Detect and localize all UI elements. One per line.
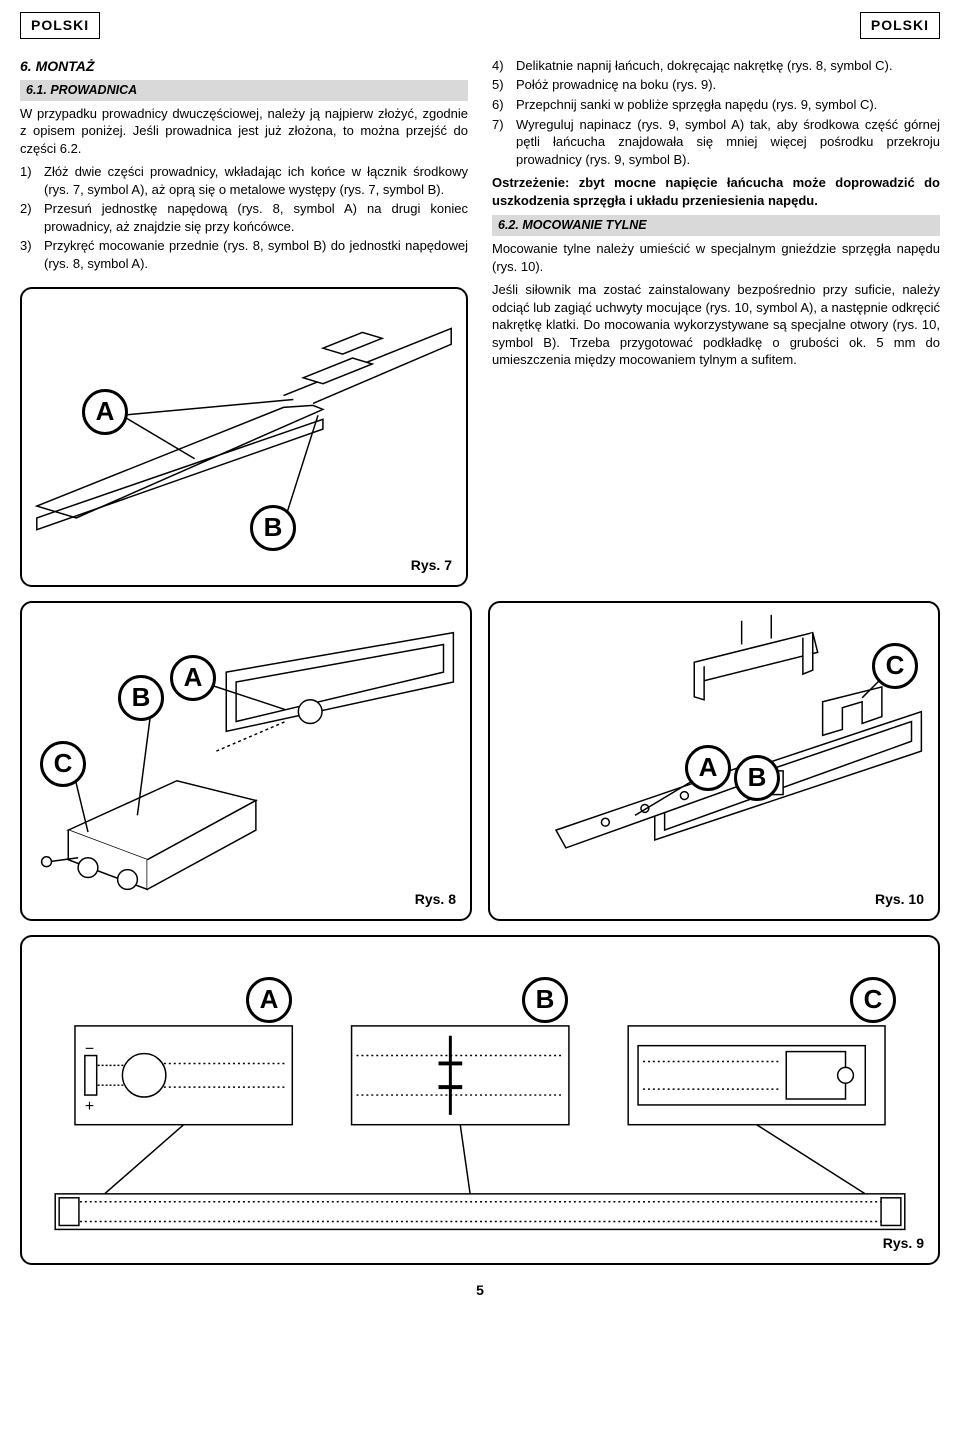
- lang-left: POLSKI: [20, 12, 100, 39]
- step-5: 5) Połóż prowadnicę na boku (rys. 9).: [492, 76, 940, 94]
- svg-text:+: +: [85, 1097, 94, 1114]
- callout-b: B: [522, 977, 568, 1023]
- step-6: 6) Przepchnij sanki w pobliże sprzęgła n…: [492, 96, 940, 114]
- figure-9: − + A B: [20, 935, 940, 1265]
- step-3: 3) Przykręć mocowanie przednie (rys. 8, …: [20, 237, 468, 272]
- callout-b: B: [734, 755, 780, 801]
- fig9-caption: Rys. 9: [883, 1234, 924, 1253]
- step-7: 7) Wyreguluj napinacz (rys. 9, symbol A)…: [492, 116, 940, 169]
- subsection-6-2: 6.2. MOCOWANIE TYLNE: [492, 215, 940, 236]
- callout-a: A: [685, 745, 731, 791]
- callout-a: A: [246, 977, 292, 1023]
- svg-text:−: −: [85, 1040, 94, 1057]
- figure-7: A B Rys. 7: [20, 287, 468, 587]
- callout-c: C: [850, 977, 896, 1023]
- sub2-p2: Jeśli siłownik ma zostać zainstalowany b…: [492, 281, 940, 369]
- right-column: 4) Delikatnie napnij łańcuch, dokręcając…: [492, 57, 940, 587]
- intro-text: W przypadku prowadnicy dwuczęściowej, na…: [20, 105, 468, 158]
- callout-c: C: [872, 643, 918, 689]
- fig8-caption: Rys. 8: [415, 890, 456, 909]
- figure-8: A B C Rys. 8: [20, 601, 472, 921]
- fig7-caption: Rys. 7: [411, 556, 452, 575]
- sub2-p1: Mocowanie tylne należy umieścić w specja…: [492, 240, 940, 275]
- lang-right: POLSKI: [860, 12, 940, 39]
- callout-c: C: [40, 741, 86, 787]
- figure-10: A B C Rys. 10: [488, 601, 940, 921]
- subsection-6-1: 6.1. PROWADNICA: [20, 80, 468, 101]
- step-4: 4) Delikatnie napnij łańcuch, dokręcając…: [492, 57, 940, 75]
- page-number: 5: [20, 1281, 940, 1300]
- fig10-caption: Rys. 10: [875, 890, 924, 909]
- callout-b: B: [118, 675, 164, 721]
- step-2: 2) Przesuń jednostkę napędową (rys. 8, s…: [20, 200, 468, 235]
- callout-a: A: [170, 655, 216, 701]
- warning-text: Ostrzeżenie: zbyt mocne napięcie łańcuch…: [492, 174, 940, 209]
- callout-b: B: [250, 505, 296, 551]
- figure-9-svg: − +: [22, 937, 938, 1263]
- left-column: 6. MONTAŻ 6.1. PROWADNICA W przypadku pr…: [20, 57, 468, 587]
- figure-8-svg: [22, 603, 470, 919]
- callout-a: A: [82, 389, 128, 435]
- section-title: 6. MONTAŻ: [20, 57, 468, 76]
- step-1: 1) Złóż dwie części prowadnicy, wkładają…: [20, 163, 468, 198]
- figure-7-svg: [22, 289, 466, 585]
